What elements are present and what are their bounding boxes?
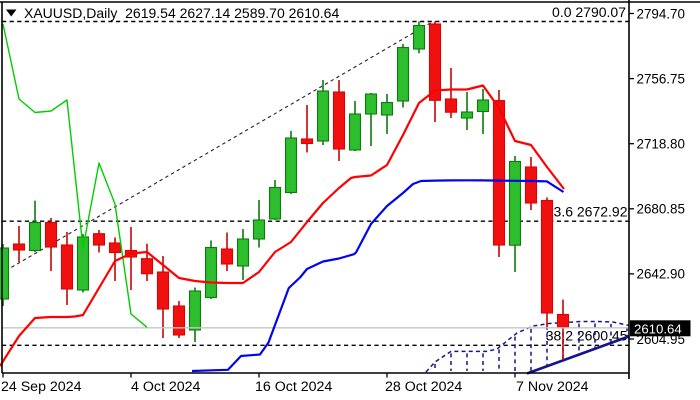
svg-text:24 Sep 2024: 24 Sep 2024	[1, 379, 82, 395]
svg-text:2794.70: 2794.70	[637, 6, 685, 21]
svg-text:4 Oct 2024: 4 Oct 2024	[131, 379, 201, 395]
svg-text:2756.75: 2756.75	[637, 71, 685, 86]
svg-text:2718.80: 2718.80	[637, 137, 685, 152]
svg-text:7 Nov 2024: 7 Nov 2024	[516, 379, 589, 395]
svg-text:2610.64: 2610.64	[634, 322, 682, 337]
svg-text:2680.85: 2680.85	[637, 202, 685, 217]
svg-text:28 Oct 2024: 28 Oct 2024	[385, 379, 462, 395]
svg-text:38.2 2600.45: 38.2 2600.45	[546, 328, 628, 344]
svg-text:0.0 2790.07: 0.0 2790.07	[552, 4, 626, 20]
svg-text:16 Oct 2024: 16 Oct 2024	[255, 379, 332, 395]
svg-text:2642.90: 2642.90	[637, 267, 685, 282]
svg-text:XAUUSD,Daily 2619.54 2627.14: XAUUSD,Daily 2619.54 2627.14 2589.70 261…	[24, 5, 339, 21]
svg-text:3.6 2672.92: 3.6 2672.92	[554, 204, 628, 220]
